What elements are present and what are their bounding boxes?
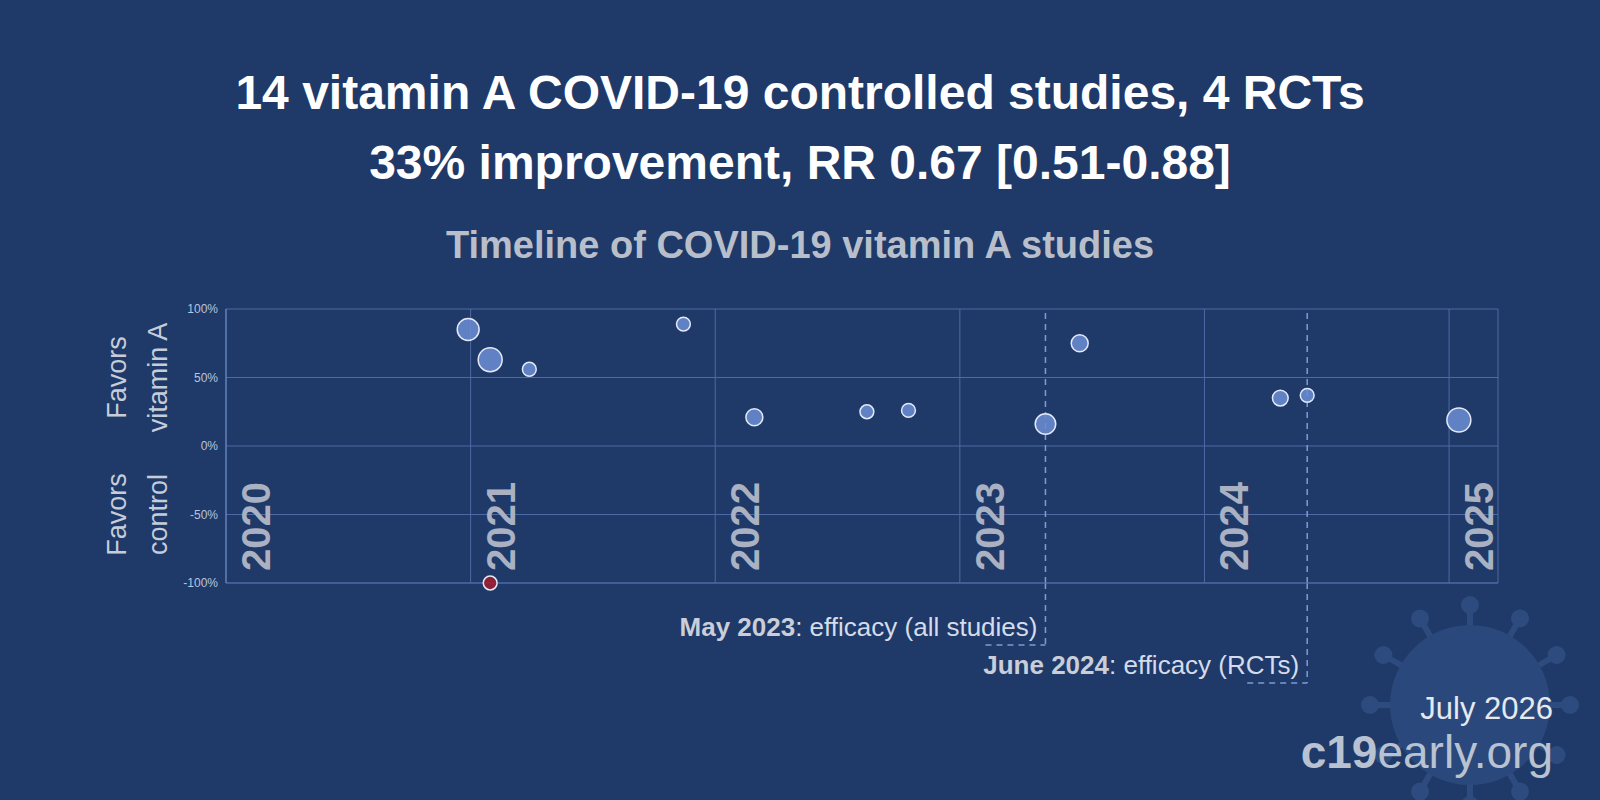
svg-text:Timeline of COVID-19 vitamin A: Timeline of COVID-19 vitamin A studies bbox=[446, 224, 1154, 266]
svg-text:33% improvement, RR 0.67 [0.51: 33% improvement, RR 0.67 [0.51-0.88] bbox=[369, 136, 1231, 189]
svg-text:-100%: -100% bbox=[183, 576, 218, 590]
svg-text:Favors: Favors bbox=[102, 336, 132, 419]
svg-text:2025: 2025 bbox=[1457, 482, 1501, 571]
svg-text:2023: 2023 bbox=[968, 482, 1012, 571]
svg-text:c19early.org: c19early.org bbox=[1301, 726, 1553, 778]
svg-text:control: control bbox=[143, 474, 173, 555]
svg-text:vitamin A: vitamin A bbox=[143, 323, 173, 433]
svg-text:14 vitamin A COVID-19 controll: 14 vitamin A COVID-19 controlled studies… bbox=[235, 66, 1364, 119]
svg-text:0%: 0% bbox=[201, 439, 219, 453]
svg-text:2020: 2020 bbox=[234, 482, 278, 571]
svg-text:2024: 2024 bbox=[1212, 481, 1256, 571]
svg-text:June 2024: efficacy (RCTs): June 2024: efficacy (RCTs) bbox=[983, 650, 1299, 680]
svg-text:-50%: -50% bbox=[190, 508, 218, 522]
svg-text:Favors: Favors bbox=[102, 473, 132, 556]
svg-text:50%: 50% bbox=[194, 371, 218, 385]
svg-text:100%: 100% bbox=[187, 302, 218, 316]
svg-text:July 2026: July 2026 bbox=[1420, 691, 1553, 726]
svg-text:2022: 2022 bbox=[723, 482, 767, 571]
svg-text:2021: 2021 bbox=[479, 482, 523, 571]
svg-text:May 2023: efficacy (all studie: May 2023: efficacy (all studies) bbox=[680, 612, 1038, 642]
